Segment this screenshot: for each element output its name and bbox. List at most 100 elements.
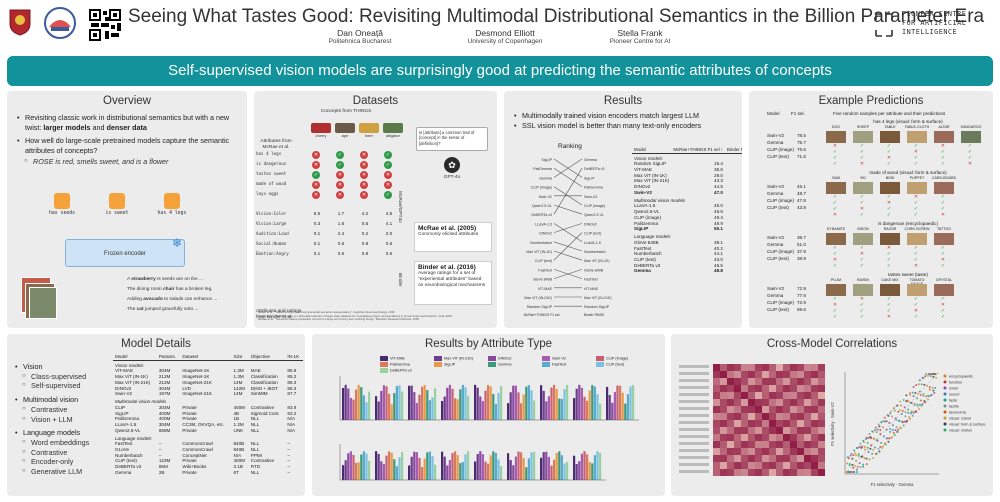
heatmap-cell	[713, 378, 720, 385]
heatmap-cell	[734, 413, 741, 420]
attr-bar	[626, 394, 629, 420]
scatter-point	[891, 415, 893, 418]
attr-bar	[583, 451, 586, 480]
heatmap-cell	[811, 371, 818, 378]
cross-icon: ✕	[886, 200, 892, 206]
heatmap-cell	[769, 392, 776, 399]
attr-bar	[365, 453, 368, 480]
heatmap-cell	[811, 434, 818, 441]
heatmap-cell	[811, 385, 818, 392]
heatmap-cell	[748, 462, 755, 469]
prediction-item-label: ALTAR	[938, 125, 950, 129]
prediction-model-row: CLIP (image) 47.8	[767, 198, 806, 203]
attr-bar	[573, 455, 576, 480]
heatmap-cell	[804, 434, 811, 441]
cross-icon: ✕	[913, 149, 919, 155]
check-icon: ✓	[913, 143, 919, 149]
check-icon: ✓	[832, 263, 838, 269]
prediction-item-label: CORK-SCREW	[904, 227, 930, 231]
attr-bar	[560, 455, 563, 480]
attr-bar	[560, 398, 563, 420]
heatmap-cell	[755, 385, 762, 392]
qr-code	[89, 9, 121, 41]
prediction-thumb	[880, 182, 900, 194]
attr-bar	[547, 456, 550, 480]
prediction-model-row: CLIP (text) 43.8	[767, 205, 806, 210]
binder-value: 0.8	[361, 251, 369, 256]
scatter-point	[917, 392, 920, 395]
scatter-point	[903, 420, 906, 423]
scatter-point	[857, 453, 860, 456]
attr-bar	[514, 456, 517, 480]
heatmap-cell	[818, 392, 825, 399]
attr-bar	[352, 454, 355, 480]
legend-item: ViT-MAE	[380, 356, 434, 361]
heatmap-cell	[783, 364, 790, 371]
heatmap-row-label	[679, 400, 709, 403]
rank-left-label: Max ViT (IN-21K)	[524, 296, 552, 300]
attr-bar	[500, 385, 503, 420]
scatter-point	[882, 426, 884, 429]
heatmap-cell	[720, 427, 727, 434]
binder-value: 0.8	[361, 241, 369, 246]
heatmap-cell	[755, 434, 762, 441]
scatter-point	[862, 463, 865, 466]
prediction-thumb	[934, 233, 954, 245]
attr-bar	[377, 401, 380, 420]
prediction-thumb	[853, 233, 873, 245]
heatmap-cell	[790, 406, 797, 413]
md-row: FastText – CommonCrawl 840B NLL –	[115, 441, 290, 447]
heatmap-cell	[741, 364, 748, 371]
probe-is-sweet: is sweet	[92, 193, 142, 217]
attr-bar	[382, 385, 385, 420]
scatter-point	[868, 433, 871, 436]
scatter-point	[920, 383, 923, 386]
pioneer-text: PIONEER CENTRE FOR ARTIFICIAL INTELLIGEN…	[902, 10, 967, 37]
heatmap-cell	[762, 413, 769, 420]
caption-1: A strawberry is seeds are on the ...	[127, 277, 204, 282]
heatmap-cell	[790, 371, 797, 378]
heatmap-cell	[818, 385, 825, 392]
scatter-point	[920, 404, 923, 407]
check-icon: ✓	[940, 206, 946, 212]
attr-bar	[380, 390, 383, 420]
scatter-point	[899, 426, 902, 429]
heatmap-cell	[776, 420, 783, 427]
heatmap-cell	[727, 427, 734, 434]
prediction-thumb	[934, 284, 954, 296]
prediction-thumb	[880, 233, 900, 245]
prediction-thumb	[826, 284, 846, 296]
scatter-point	[851, 457, 854, 460]
cross-icon: ✕	[859, 161, 865, 167]
heatmap-cell	[769, 385, 776, 392]
ranking-label: Ranking	[558, 143, 582, 150]
check-icon: ✓	[886, 302, 892, 308]
scatter-point	[853, 449, 856, 452]
check-icon: ✓	[940, 251, 946, 257]
heatmap-cell	[755, 378, 762, 385]
scatter-point	[895, 426, 898, 429]
attr-bar	[467, 395, 470, 420]
heatmap-cell	[720, 448, 727, 455]
scatter-legend-swatch	[943, 428, 947, 432]
heatmap-cell	[769, 406, 776, 413]
scatter-point	[899, 409, 902, 412]
check-icon: ✓	[913, 200, 919, 206]
concept-thumb	[383, 123, 403, 133]
heatmap-cell	[769, 462, 776, 469]
scatter-point	[855, 468, 858, 471]
cross-icon: ✕	[832, 302, 838, 308]
attr-bar	[517, 451, 520, 480]
attr-bar	[583, 396, 586, 420]
prediction-item-label: RAISIN	[857, 278, 869, 282]
heatmap-cell	[734, 462, 741, 469]
scatter-point	[900, 404, 902, 407]
heatmap-cell	[741, 420, 748, 427]
heatmap-cell	[811, 462, 818, 469]
concept-ape: ape	[334, 123, 356, 138]
heatmap-cell	[769, 427, 776, 434]
overview-title: Overview	[103, 95, 151, 107]
attr-bar	[459, 389, 462, 420]
scatter-legend-swatch	[943, 398, 947, 402]
